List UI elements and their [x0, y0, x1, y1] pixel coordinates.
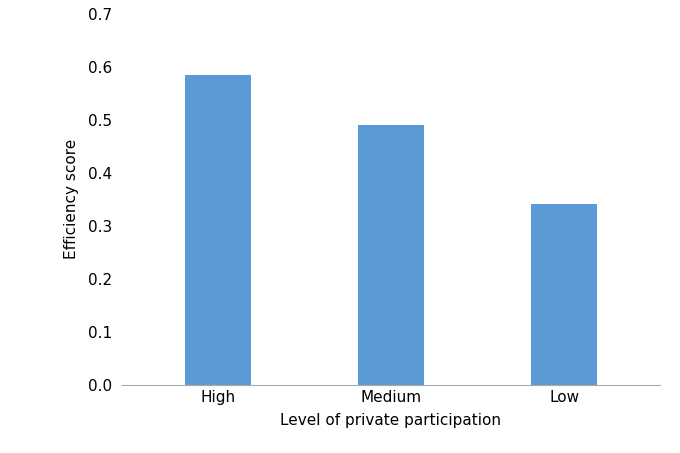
Y-axis label: Efficiency score: Efficiency score [65, 139, 80, 260]
Bar [185, 75, 251, 385]
Bar [358, 125, 424, 385]
Bar [531, 203, 597, 385]
X-axis label: Level of private participation: Level of private participation [280, 413, 502, 428]
